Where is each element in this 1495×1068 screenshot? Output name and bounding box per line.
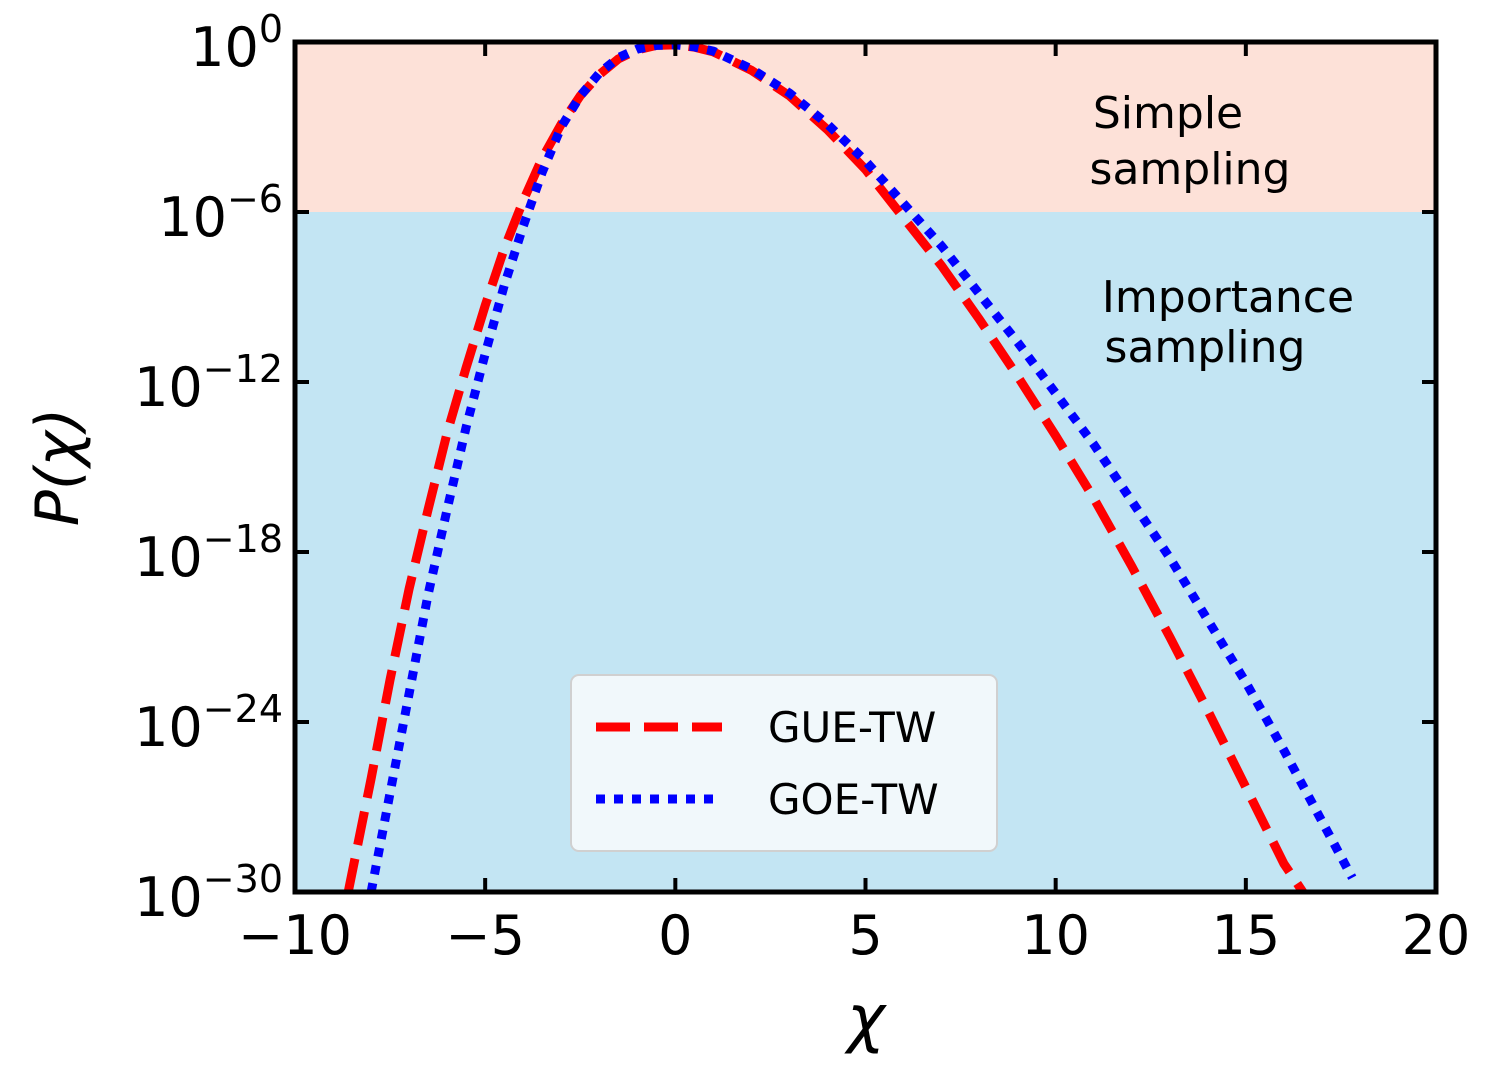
y-tick-labels: 100 10−6 10−12 10−18 10−24 10−30 <box>134 7 283 929</box>
y-tick-label: 10−6 <box>158 177 283 249</box>
simple-sampling-label-line1: Simple <box>1093 88 1243 139</box>
x-tick-label: 15 <box>1211 904 1280 967</box>
x-tick-label: 0 <box>658 904 692 967</box>
x-tick-label: 20 <box>1402 904 1471 967</box>
series-line-gue-tw <box>343 42 1307 892</box>
x-tick-label: −10 <box>238 904 352 967</box>
simple-sampling-label-line2: sampling <box>1090 144 1291 195</box>
y-tick-label: 10−18 <box>134 517 283 589</box>
legend-box <box>570 674 998 852</box>
importance-sampling-label-line1: Importance <box>1102 272 1354 323</box>
y-tick-label: 10−30 <box>134 857 283 929</box>
legend-label-goe-tw: GOE-TW <box>768 775 939 824</box>
y-axis-label: P(χ) <box>23 408 93 527</box>
legend-label-gue-tw: GUE-TW <box>768 703 936 752</box>
x-tick-label: −5 <box>445 904 525 967</box>
x-axis-label: χ <box>844 982 887 1056</box>
y-tick-label: 100 <box>190 7 283 79</box>
simple-sampling-region <box>295 42 1436 212</box>
x-tick-labels: −10 −5 0 5 10 15 20 <box>238 904 1470 967</box>
x-tick-label: 10 <box>1021 904 1090 967</box>
importance-sampling-label-line2: sampling <box>1105 322 1306 373</box>
legend: GUE-TW GOE-TW <box>570 674 998 852</box>
y-tick-label: 10−24 <box>134 687 283 759</box>
x-tick-label: 5 <box>848 904 882 967</box>
y-tick-label: 10−12 <box>134 347 283 419</box>
axes-frame <box>292 39 1439 895</box>
